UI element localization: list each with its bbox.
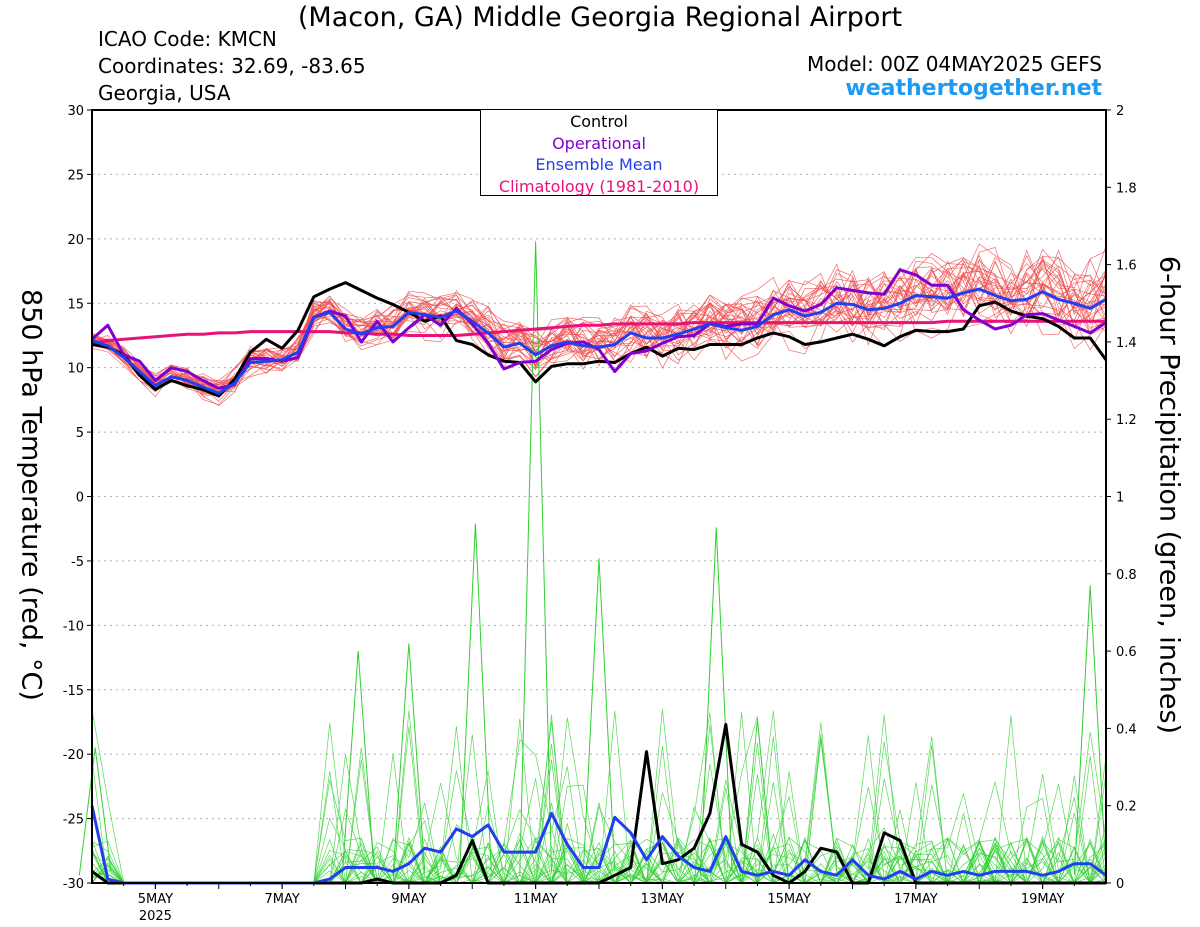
y2-tick-label: 1: [1116, 491, 1124, 506]
x-tick-label: 17MAY: [894, 892, 938, 907]
y-tick-label: 25: [67, 168, 84, 183]
series-line-temp-ensemble-mean: [91, 287, 1107, 395]
precip-member-line: [91, 743, 1106, 885]
region: Georgia, USA: [98, 81, 231, 105]
y2-tick-label: 1.8: [1116, 181, 1137, 196]
series-line-temp-climatology-: [91, 319, 1106, 345]
precip-member-line: [91, 726, 1107, 885]
y-tick-label: -20: [63, 748, 84, 763]
y-tick-label: 5: [76, 426, 84, 441]
x-tick-label: 5MAY: [138, 892, 173, 907]
legend-entry-ensemble-mean: Ensemble Mean: [535, 155, 663, 174]
temp-member-line: [91, 268, 1107, 395]
x-tick-sublabel: 2025: [139, 909, 172, 924]
precip-member-peak: [519, 241, 552, 876]
x-tick-label: 15MAY: [767, 892, 811, 907]
y2-tick-label: 0.8: [1116, 568, 1137, 583]
legend-entry-climatology: Climatology (1981-2010): [498, 176, 700, 196]
legend-entry-control: Control: [570, 112, 628, 131]
x-tick-label: 13MAY: [641, 892, 685, 907]
y-tick-label: 10: [67, 362, 84, 377]
icao-code: ICAO Code: KMCN: [98, 27, 277, 51]
temp-member-line: [91, 267, 1107, 397]
y2-tick-label: 0.6: [1116, 645, 1137, 660]
y-tick-label: -30: [63, 877, 84, 892]
precip-member-line: [92, 717, 1107, 884]
y2-tick-label: 0: [1116, 877, 1124, 892]
y2-tick-label: 1.2: [1116, 413, 1137, 428]
y2-tick-label: 0.4: [1116, 722, 1137, 737]
temp-member-line: [91, 261, 1107, 395]
precip-member-line: [92, 735, 1107, 884]
site-link[interactable]: weathertogether.net: [845, 76, 1102, 101]
plot-frame: [91, 109, 1107, 884]
precip-member-peak: [582, 558, 616, 876]
y2-tick-label: 1.4: [1116, 336, 1137, 351]
precip-member-peak: [341, 651, 375, 876]
grid-lines: [92, 173, 1106, 820]
x-tick-label: 11MAY: [514, 892, 558, 907]
axis-ticks: 302520151050-5-10-15-20-25-3021.81.61.41…: [63, 104, 1137, 924]
model-run: Model: 00Z 04MAY2025 GEFS: [807, 52, 1102, 76]
y-tick-label: 15: [67, 297, 84, 312]
y-tick-label: 20: [67, 233, 84, 248]
series-line-temp-control: [91, 281, 1108, 398]
x-tick-label: 19MAY: [1021, 892, 1065, 907]
y2-tick-label: 1.6: [1116, 259, 1137, 274]
y-tick-label: -10: [63, 619, 84, 634]
coordinates: Coordinates: 32.69, -83.65: [98, 54, 366, 78]
x-tick-label: 9MAY: [391, 892, 426, 907]
precip-member-line: [92, 738, 1107, 884]
legend: Control Operational Ensemble Mean Climat…: [480, 109, 718, 196]
main-series: [90, 268, 1108, 885]
precip-member-line: [92, 715, 1107, 884]
precip-member-peak: [1073, 585, 1107, 876]
chart-title: (Macon, GA) Middle Georgia Regional Airp…: [297, 2, 903, 33]
precip-member-line: [91, 716, 1107, 885]
temp-member-line: [91, 267, 1107, 394]
temp-member-line: [91, 269, 1107, 394]
precip-member-peak: [699, 527, 733, 876]
precip-member-line: [91, 736, 1107, 885]
y-tick-label: -15: [63, 684, 84, 699]
y-tick-label: -25: [63, 813, 84, 828]
precip-member-line: [91, 746, 1106, 885]
precip-member-peak: [392, 643, 426, 876]
y2-tick-label: 0.2: [1116, 800, 1137, 815]
precip-member-line: [91, 743, 1107, 884]
series-line-temp-operational: [91, 268, 1107, 390]
precip-member-peak: [78, 747, 112, 876]
precip-member-line: [91, 718, 1107, 885]
ensemble-members: [78, 241, 1107, 885]
precip-member-peak: [459, 523, 492, 876]
y-tick-label: 0: [76, 491, 84, 506]
legend-entry-operational: Operational: [552, 133, 646, 153]
y2-tick-label: 2: [1116, 104, 1124, 119]
y2-axis-label: 6-hour Precipitation (green, inches): [1153, 255, 1185, 735]
y-tick-label: 30: [67, 104, 84, 119]
y-tick-label: -5: [71, 555, 84, 570]
x-tick-label: 7MAY: [264, 892, 299, 907]
precip-member-line: [92, 808, 1107, 884]
temp-member-line: [91, 249, 1107, 385]
precip-member-line: [92, 736, 1107, 884]
temp-member-line: [91, 248, 1107, 397]
y-axis-label: 850 hPa Temperature (red, °C): [15, 289, 47, 701]
